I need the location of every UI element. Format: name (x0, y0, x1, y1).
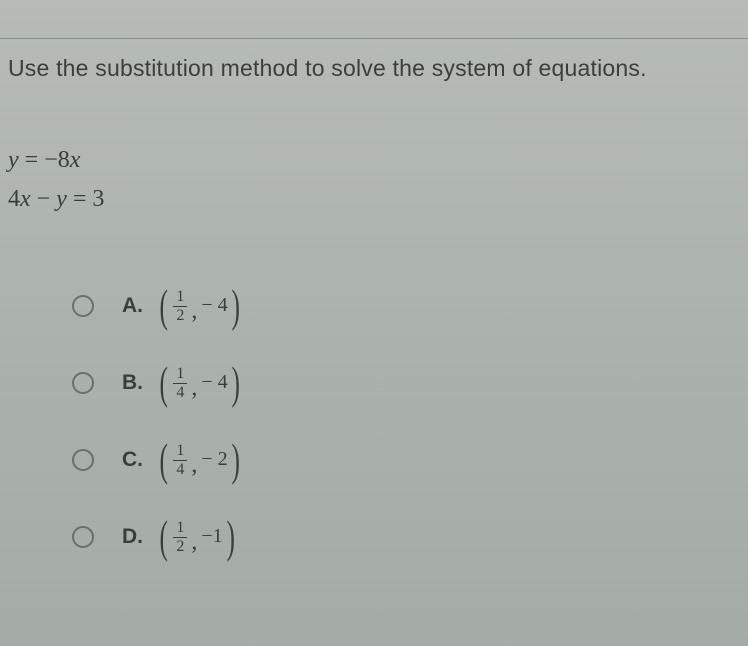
equation-block: y = −8x 4x − y = 3 (8, 142, 104, 220)
eq1-var: x (70, 147, 81, 173)
option-b[interactable]: B. ( 1 4 , − 4 ) (72, 365, 243, 400)
second-val-a: − 4 (201, 294, 227, 317)
frac-den: 4 (173, 383, 187, 401)
second-val-b: − 4 (201, 371, 227, 394)
fraction-d: 1 2 (173, 520, 187, 555)
eq2-x: x (20, 186, 31, 212)
second-val-c: − 2 (201, 448, 227, 471)
second-val-d: −1 (201, 525, 222, 548)
option-letter-d: D. (122, 525, 146, 549)
radio-c[interactable] (72, 449, 94, 471)
option-value-a: ( 1 2 , − 4 ) (156, 288, 243, 323)
comma: , (191, 375, 197, 402)
fraction-b: 1 4 (173, 366, 187, 401)
question-text: Use the substitution method to solve the… (8, 55, 647, 82)
fraction-a: 1 2 (173, 289, 187, 324)
divider-line (0, 38, 748, 39)
eq1-rhs: −8 (44, 147, 70, 173)
frac-num: 1 (176, 443, 184, 460)
option-d[interactable]: D. ( 1 2 , −1 ) (72, 519, 243, 554)
comma: , (191, 452, 197, 479)
eq2-minus: − (31, 186, 57, 212)
comma: , (191, 298, 197, 325)
eq1-lhs: y (8, 147, 19, 173)
eq2-coeff: 4 (8, 186, 20, 212)
eq2-rhs: 3 (92, 186, 104, 212)
options-list: A. ( 1 2 , − 4 ) B. ( 1 4 , − 4 ) C. (72, 288, 243, 596)
fraction-c: 1 4 (173, 443, 187, 478)
equation-line-2: 4x − y = 3 (8, 181, 104, 218)
frac-den: 2 (173, 306, 187, 324)
eq1-equals: = (19, 147, 45, 173)
frac-num: 1 (176, 289, 184, 306)
option-value-b: ( 1 4 , − 4 ) (156, 365, 243, 400)
frac-den: 4 (173, 460, 187, 478)
option-c[interactable]: C. ( 1 4 , − 2 ) (72, 442, 243, 477)
radio-a[interactable] (72, 295, 94, 317)
frac-num: 1 (176, 520, 184, 537)
option-letter-b: B. (122, 371, 146, 395)
radio-d[interactable] (72, 526, 94, 548)
option-value-d: ( 1 2 , −1 ) (156, 519, 238, 554)
eq2-y: y (56, 186, 67, 212)
option-letter-c: C. (122, 448, 146, 472)
option-value-c: ( 1 4 , − 2 ) (156, 442, 243, 477)
option-a[interactable]: A. ( 1 2 , − 4 ) (72, 288, 243, 323)
frac-den: 2 (173, 537, 187, 555)
equation-line-1: y = −8x (8, 142, 104, 179)
radio-b[interactable] (72, 372, 94, 394)
eq2-equals: = (67, 186, 93, 212)
option-letter-a: A. (122, 294, 146, 318)
comma: , (191, 529, 197, 556)
frac-num: 1 (176, 366, 184, 383)
